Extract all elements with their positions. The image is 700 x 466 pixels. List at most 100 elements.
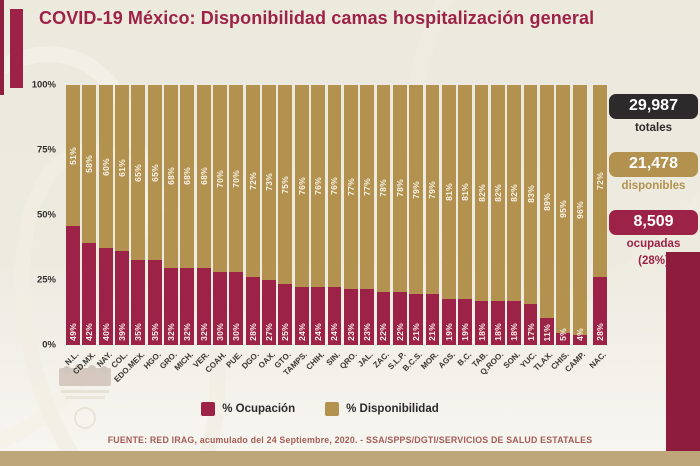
occupancy-value: 21%: [427, 323, 438, 341]
availability-segment: 82%: [490, 85, 505, 302]
availability-value: 79%: [427, 180, 438, 199]
occupancy-value: 17%: [525, 323, 536, 341]
bar-NAY.: 60% 40% NAY.: [95, 85, 113, 369]
occupancy-segment: [164, 267, 178, 345]
bar-NAC.: 72% 28% NAC.: [587, 85, 608, 370]
availability-segment: 95%: [556, 85, 571, 333]
availability-value: 60%: [100, 157, 111, 176]
total-beds-label: totales: [634, 122, 673, 134]
bar-COL.: 61% 39% COL.: [110, 85, 130, 370]
availability-segment: 79%: [425, 85, 440, 295]
availability-value: 81%: [460, 183, 471, 201]
availability-value: 89%: [541, 192, 552, 211]
occupied-beds-label: ocupadas: [626, 238, 681, 251]
occupancy-segment: [229, 272, 244, 345]
availability-segment: 76%: [311, 85, 325, 287]
occupancy-segment: [376, 291, 391, 345]
bar-B.C.: 81% 19% B.C.: [455, 85, 473, 368]
y-tick: 0%: [42, 339, 56, 351]
availability-segment: 96%: [572, 85, 587, 336]
availability-segment: 68%: [180, 85, 195, 268]
occupancy-value: 4%: [574, 328, 585, 341]
availability-segment: 72%: [593, 85, 607, 278]
availability-value: 95%: [558, 199, 569, 218]
occupancy-value: 27%: [264, 323, 275, 341]
occupancy-segment: [593, 277, 607, 345]
occupancy-value: 39%: [116, 323, 127, 341]
bar-CHIH.: 76% 24% CHIH.: [304, 85, 326, 372]
availability-segment: 79%: [409, 85, 424, 295]
availability-segment: 82%: [507, 85, 522, 302]
occupancy-segment: [131, 260, 146, 345]
bar-TAB.: 82% 18% TAB.: [470, 85, 489, 369]
bar-Q.ROO.: 82% 18% Q.ROO.: [479, 85, 506, 377]
x-axis-label: AGS.: [436, 350, 457, 371]
occupancy-value: 32%: [182, 323, 193, 341]
occupancy-segment: [98, 248, 113, 345]
bar-ZAC.: 78% 22% ZAC.: [372, 85, 391, 370]
total-beds-badge: 29,987: [609, 94, 698, 119]
availability-segment: 51%: [66, 85, 80, 227]
legend-label: % Disponibilidad: [346, 403, 439, 415]
y-tick: 75%: [36, 144, 56, 156]
availability-value: 65%: [149, 163, 160, 182]
availability-value: 75%: [280, 175, 291, 194]
bar-SIN.: 76% 24% SIN.: [325, 85, 342, 367]
legend-label: % Ocupación: [222, 403, 296, 415]
occupancy-segment: [147, 260, 162, 345]
bar-JAL.: 77% 23% JAL.: [356, 85, 375, 369]
occupancy-segment: [82, 243, 97, 345]
availability-segment: 70%: [229, 85, 244, 273]
availability-segment: 68%: [164, 85, 178, 268]
occupancy-segment: [343, 289, 358, 345]
bar-SON.: 82% 18% SON.: [502, 85, 522, 370]
occupancy-value: 32%: [198, 323, 209, 341]
occupied-beds-badge: 8,509: [609, 210, 698, 236]
y-axis: 100% 75% 50% 25% 0%: [0, 80, 60, 351]
availability-value: 73%: [264, 173, 275, 192]
y-tick: 50%: [36, 209, 56, 221]
occupancy-segment: [556, 332, 571, 345]
bar-COAH.: 70% 30% COAH.: [203, 85, 228, 375]
bar-HGO.: 65% 35% HGO.: [142, 85, 162, 371]
legend-swatch: [325, 402, 340, 416]
occupied-beds-percent: (28%): [638, 254, 669, 267]
occupancy-value: 42%: [84, 323, 95, 341]
availability-value: 76%: [296, 176, 307, 195]
availability-segment: 81%: [458, 85, 473, 299]
availability-segment: 89%: [539, 85, 554, 319]
availability-value: 72%: [594, 172, 605, 191]
availability-value: 72%: [247, 172, 258, 191]
right-edge-decoration: [666, 252, 700, 451]
availability-segment: 77%: [343, 85, 358, 290]
page-title: COVID-19 México: Disponibilidad camas ho…: [39, 8, 595, 28]
x-axis-label: QRO.: [337, 350, 359, 371]
availability-segment: 68%: [196, 85, 211, 268]
occupancy-segment: [392, 291, 407, 345]
occupancy-value: 40%: [100, 323, 111, 341]
availability-segment: 76%: [294, 85, 309, 287]
bar-DGO.: 72% 28% DGO.: [240, 85, 260, 371]
occupancy-segment: [539, 318, 554, 345]
occupancy-segment: [523, 303, 538, 345]
legend-swatch: [201, 402, 216, 416]
x-axis-label: CHIH.: [304, 350, 326, 372]
bar-GRO.: 68% 32% GRO.: [158, 85, 179, 371]
availability-segment: 82%: [474, 85, 489, 302]
y-tick: 25%: [36, 274, 56, 286]
bar-VER.: 68% 32% VER.: [192, 85, 211, 370]
availability-value: 78%: [378, 179, 389, 198]
occupancy-segment: [196, 267, 211, 345]
availability-segment: 81%: [441, 85, 456, 299]
occupancy-segment: [213, 272, 227, 345]
occupancy-segment: [278, 284, 293, 345]
occupancy-segment: [507, 301, 522, 345]
availability-segment: 65%: [147, 85, 162, 261]
bar-OAX.: 73% 27% OAX.: [257, 85, 277, 370]
availability-segment: 76%: [327, 85, 342, 287]
occupancy-segment: [66, 226, 80, 345]
bar-CD.MX.: 58% 42% CD.MX.: [71, 85, 97, 376]
occupancy-value: 5%: [558, 328, 569, 341]
availability-segment: 65%: [131, 85, 146, 261]
